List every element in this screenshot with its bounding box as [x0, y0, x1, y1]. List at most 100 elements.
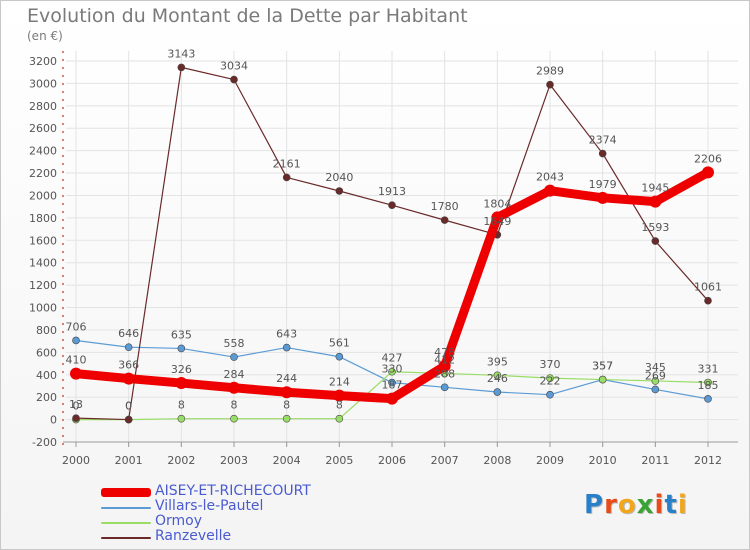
data-label: 2040	[325, 171, 353, 184]
data-point	[72, 414, 80, 422]
data-label: 246	[487, 372, 508, 385]
x-tick-label: 2001	[115, 454, 143, 467]
data-point	[335, 187, 344, 195]
data-label: 187	[382, 379, 403, 392]
y-tick-label: 2000	[29, 189, 57, 202]
data-point	[124, 343, 133, 351]
y-tick-label: 2200	[29, 167, 57, 180]
data-label: 214	[329, 376, 350, 389]
data-point	[440, 216, 449, 224]
data-label: 646	[118, 327, 139, 340]
legend-swatch	[101, 537, 151, 539]
legend-item: Villars-le-Pautel	[101, 498, 361, 515]
data-point	[388, 378, 396, 387]
data-label: 561	[329, 337, 350, 350]
chart-subtitle: (en €)	[27, 29, 63, 43]
data-label: 185	[698, 379, 719, 392]
data-label: 478	[434, 346, 455, 359]
y-tick-label: 200	[36, 391, 57, 404]
data-label: 8	[178, 399, 185, 412]
legend-label: AISEY-ET-RICHECOURT	[155, 483, 311, 499]
x-tick-label: 2008	[483, 454, 511, 467]
y-tick-label: 3200	[29, 55, 57, 68]
x-tick-label: 2003	[220, 454, 248, 467]
y-tick-label: 2600	[29, 122, 57, 135]
data-point	[228, 381, 240, 394]
data-label: 1804	[483, 197, 511, 210]
data-label: 558	[224, 337, 245, 350]
x-tick-label: 2005	[325, 454, 353, 467]
data-point	[702, 166, 714, 179]
logo-letter: i	[654, 490, 665, 520]
y-tick-label: 1000	[29, 302, 57, 315]
legend-item: AISEY-ET-RICHECOURT	[101, 483, 361, 500]
data-point	[438, 360, 451, 373]
data-point	[72, 336, 80, 345]
data-point	[177, 63, 186, 72]
y-tick-label: 1200	[29, 279, 57, 292]
y-tick-label: 1800	[29, 212, 57, 225]
data-point	[651, 385, 660, 394]
data-label: 706	[66, 320, 87, 333]
data-label: 1593	[641, 221, 669, 234]
data-point	[386, 392, 398, 405]
legend-swatch	[101, 507, 151, 509]
data-label: 366	[118, 359, 139, 372]
x-tick-label: 2007	[431, 454, 459, 467]
data-point	[493, 371, 502, 380]
data-label: 2989	[536, 65, 564, 78]
data-label: 288	[434, 367, 455, 380]
y-tick-label: 1400	[29, 257, 57, 270]
data-label: 345	[645, 361, 666, 374]
data-point	[651, 377, 660, 385]
data-label: 8	[231, 399, 238, 412]
legend-item: Ranzevelle	[101, 528, 361, 545]
data-point	[280, 386, 293, 399]
data-label: 284	[224, 368, 245, 381]
data-point	[704, 296, 712, 305]
data-point	[546, 80, 554, 89]
data-label: 410	[66, 354, 87, 367]
data-point	[175, 377, 188, 390]
x-tick-label: 2006	[378, 454, 406, 467]
data-label: 222	[540, 375, 561, 388]
data-label: 3034	[220, 60, 248, 73]
data-label: 643	[276, 328, 297, 341]
data-point	[177, 344, 186, 353]
data-label: 8	[283, 399, 290, 412]
data-label: 13	[69, 398, 83, 411]
data-point	[491, 211, 504, 224]
y-tick-label: 0	[50, 414, 57, 427]
data-point	[282, 414, 291, 423]
data-label: 357	[592, 360, 613, 373]
x-tick-label: 2011	[641, 454, 669, 467]
legend-label: Ormoy	[155, 513, 203, 529]
data-label: 427	[382, 352, 403, 365]
y-tick-label: 2400	[29, 145, 57, 158]
legend-label: Ranzevelle	[155, 528, 232, 544]
data-label: 326	[171, 363, 192, 376]
y-tick-label: 600	[36, 346, 57, 359]
data-label: 1649	[483, 215, 511, 228]
x-tick-label: 2002	[167, 454, 195, 467]
y-tick-label: 3000	[29, 77, 57, 90]
logo-letter: o	[617, 490, 637, 520]
data-label: 412	[434, 353, 455, 366]
proxiti-logo: Proxiti	[584, 490, 688, 520]
y-tick-label: -200	[32, 436, 57, 449]
data-point	[335, 352, 344, 361]
data-point	[333, 389, 346, 402]
data-label: 395	[487, 355, 508, 368]
data-label: 0	[125, 400, 132, 413]
data-point	[546, 390, 554, 399]
data-label: 244	[276, 372, 297, 385]
x-tick-label: 2010	[589, 454, 617, 467]
data-point	[544, 184, 556, 197]
data-point	[282, 343, 291, 352]
data-point	[335, 414, 344, 423]
data-point	[704, 395, 712, 403]
legend-swatch	[101, 522, 151, 524]
data-label: 8	[336, 399, 343, 412]
